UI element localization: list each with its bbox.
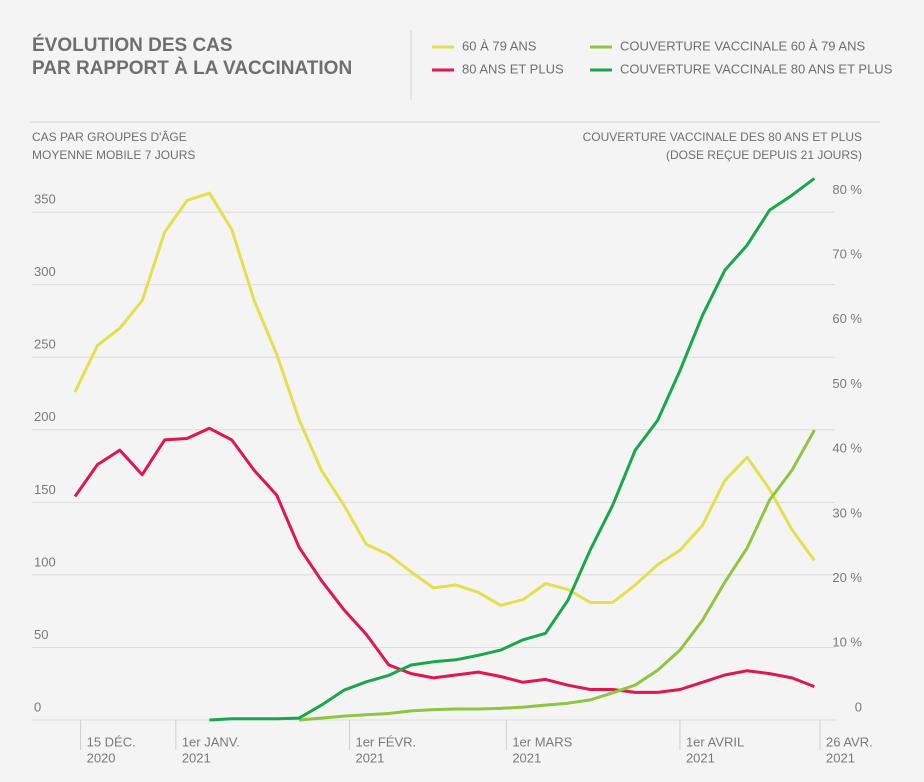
legend-label: 80 ANS ET PLUS bbox=[462, 61, 564, 76]
y-tick-label: 200 bbox=[34, 409, 56, 424]
y2-axis-label: COUVERTURE VACCINALE DES 80 ANS ET PLUS bbox=[583, 130, 862, 144]
x-tick-label: 1er AVRIL bbox=[686, 734, 744, 749]
x-tick-label: 26 AVR. bbox=[826, 734, 873, 749]
chart-title: ÉVOLUTION DES CAS bbox=[32, 34, 233, 56]
y2-tick-label: 0 bbox=[855, 699, 862, 714]
x-tick-label: 1er MARS bbox=[512, 734, 572, 749]
y-tick-label: 0 bbox=[34, 699, 41, 714]
x-tick-label: 15 DÉC. bbox=[87, 734, 136, 749]
series-line bbox=[298, 429, 816, 722]
series-line bbox=[73, 426, 815, 694]
y2-tick-label: 60 % bbox=[832, 311, 862, 326]
y-tick-label: 300 bbox=[34, 264, 56, 279]
chart-title: PAR RAPPORT À LA VACCINATION bbox=[32, 57, 352, 79]
x-tick-label: 1er JANV. bbox=[182, 734, 240, 749]
x-tick-label: 2021 bbox=[826, 750, 855, 765]
series-line bbox=[73, 191, 816, 607]
y-tick-label: 50 bbox=[34, 627, 48, 642]
x-tick-label: 2021 bbox=[182, 750, 211, 765]
y-tick-label: 150 bbox=[34, 482, 56, 497]
y-tick-label: 100 bbox=[34, 554, 56, 569]
y2-tick-label: 10 % bbox=[832, 635, 862, 650]
y2-tick-label: 70 % bbox=[832, 246, 862, 261]
x-tick-label: 2021 bbox=[686, 750, 715, 765]
y-axis-label: CAS PAR GROUPES D'ÂGE bbox=[32, 129, 187, 144]
legend-label: COUVERTURE VACCINALE 60 À 79 ANS bbox=[620, 38, 865, 53]
y2-tick-label: 30 % bbox=[832, 505, 862, 520]
legend-label: 60 À 79 ANS bbox=[462, 38, 537, 53]
y2-tick-label: 20 % bbox=[832, 570, 862, 585]
y-tick-label: 350 bbox=[34, 192, 56, 207]
x-tick-label: 2020 bbox=[87, 750, 116, 765]
series-line bbox=[209, 177, 816, 722]
y-axis-label: MOYENNE MOBILE 7 JOURS bbox=[32, 148, 195, 162]
x-tick-label: 2021 bbox=[512, 750, 541, 765]
y2-axis-label: (DOSE REÇUE DEPUIS 21 JOURS) bbox=[666, 148, 862, 162]
y2-tick-label: 40 % bbox=[832, 441, 862, 456]
y-tick-label: 250 bbox=[34, 337, 56, 352]
x-tick-label: 1er FÉVR. bbox=[355, 734, 416, 749]
y2-tick-label: 50 % bbox=[832, 376, 862, 391]
y2-tick-label: 80 % bbox=[832, 182, 862, 197]
legend-label: COUVERTURE VACCINALE 80 ANS ET PLUS bbox=[620, 61, 893, 76]
x-tick-label: 2021 bbox=[355, 750, 384, 765]
